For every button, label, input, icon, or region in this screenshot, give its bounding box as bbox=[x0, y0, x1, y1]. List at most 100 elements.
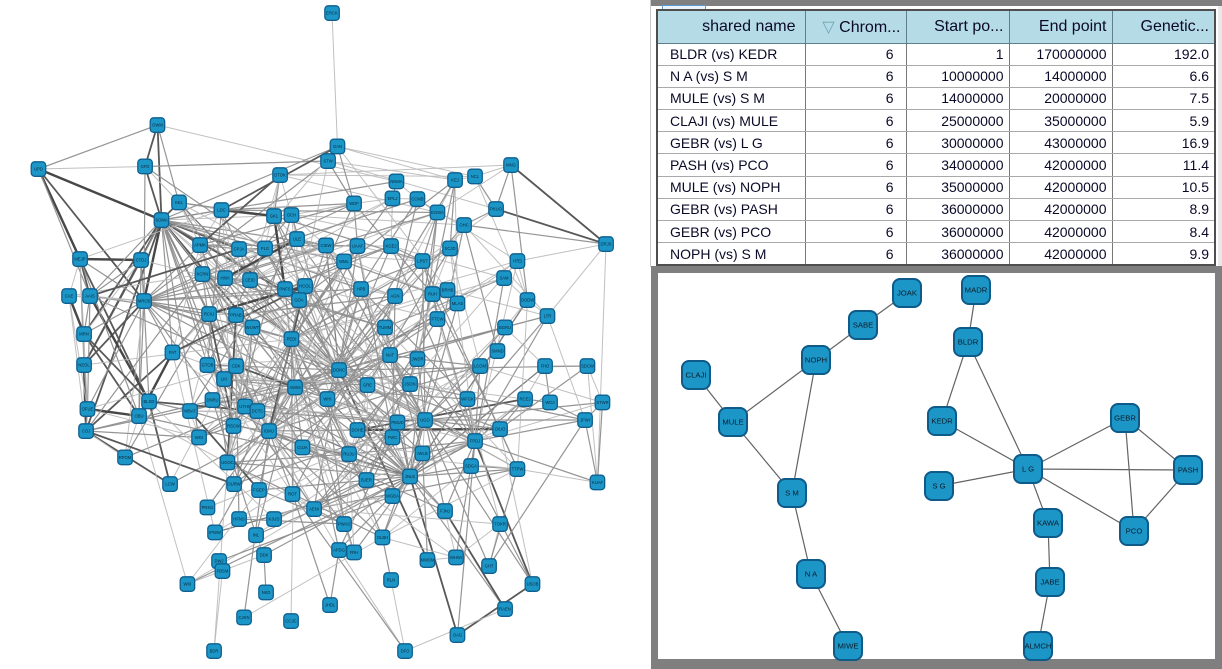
svg-text:APMK: APMK bbox=[194, 243, 206, 248]
svg-text:SCJD: SCJD bbox=[445, 246, 456, 251]
svg-text:JHDL: JHDL bbox=[325, 603, 336, 608]
svg-text:AGN: AGN bbox=[390, 294, 399, 299]
svg-text:WBAT: WBAT bbox=[184, 409, 196, 414]
svg-text:MRN: MRN bbox=[79, 332, 89, 337]
svg-text:SABE: SABE bbox=[853, 321, 874, 330]
svg-text:WUWT: WUWT bbox=[246, 325, 260, 330]
svg-text:FBSM: FBSM bbox=[217, 569, 229, 574]
svg-text:IPWW: IPWW bbox=[209, 530, 221, 535]
svg-text:FHD: FHD bbox=[541, 364, 550, 369]
svg-text:WGI: WGI bbox=[195, 435, 203, 440]
svg-text:GTOB: GTOB bbox=[202, 363, 214, 368]
svg-text:RPOM: RPOM bbox=[119, 455, 132, 460]
svg-text:ERCK: ERCK bbox=[326, 11, 338, 16]
svg-text:RUH: RUH bbox=[428, 292, 437, 297]
svg-text:WOJ: WOJ bbox=[545, 400, 554, 405]
svg-text:KGEJ: KGEJ bbox=[386, 244, 397, 249]
svg-text:OCH: OCH bbox=[287, 213, 296, 218]
svg-text:GEBR: GEBR bbox=[1114, 414, 1136, 423]
svg-text:KJUD: KJUD bbox=[269, 517, 280, 522]
svg-text:WDF: WDF bbox=[349, 201, 359, 206]
svg-text:UGOC: UGOC bbox=[221, 460, 234, 465]
svg-text:UTHS: UTHS bbox=[239, 404, 251, 409]
svg-text:FWC: FWC bbox=[388, 435, 398, 440]
svg-text:BLSD: BLSD bbox=[144, 399, 155, 404]
svg-text:EPLJ: EPLJ bbox=[387, 196, 397, 201]
svg-text:ALMCH: ALMCH bbox=[1025, 642, 1052, 651]
svg-text:GRE: GRE bbox=[363, 383, 372, 388]
svg-text:JOAK: JOAK bbox=[897, 289, 918, 298]
svg-text:RCIU: RCIU bbox=[204, 312, 214, 317]
svg-text:SDCW: SDCW bbox=[581, 364, 594, 369]
svg-text:BGRU: BGRU bbox=[499, 325, 511, 330]
svg-text:L G: L G bbox=[1022, 465, 1034, 474]
svg-text:KEDR: KEDR bbox=[931, 417, 953, 426]
svg-text:PEDI: PEDI bbox=[287, 337, 297, 342]
svg-text:OHC: OHC bbox=[459, 223, 468, 228]
svg-text:OODW: OODW bbox=[521, 298, 535, 303]
svg-text:MRCB: MRCB bbox=[138, 299, 151, 304]
svg-text:FPDJ: FPDJ bbox=[470, 439, 480, 444]
svg-text:MLAS: MLAS bbox=[452, 301, 464, 306]
svg-text:LCOM: LCOM bbox=[474, 364, 487, 369]
svg-text:LPST: LPST bbox=[417, 259, 428, 264]
svg-text:WML: WML bbox=[339, 259, 349, 264]
svg-text:WFGK: WFGK bbox=[461, 397, 474, 402]
svg-text:TOKR: TOKR bbox=[494, 522, 506, 527]
svg-text:HFNS: HFNS bbox=[233, 517, 245, 522]
svg-text:HTEI: HTEI bbox=[513, 259, 523, 264]
svg-text:OBU: OBU bbox=[134, 414, 143, 419]
svg-text:CJKN: CJKN bbox=[239, 615, 250, 620]
svg-text:NKD: NKD bbox=[262, 590, 271, 595]
svg-text:CIEW: CIEW bbox=[321, 243, 332, 248]
svg-text:NEOL: NEOL bbox=[78, 363, 90, 368]
svg-text:KAWA: KAWA bbox=[1037, 519, 1060, 528]
svg-text:MEJP: MEJP bbox=[74, 257, 85, 262]
svg-text:PNFS: PNFS bbox=[279, 287, 290, 292]
svg-text:SMND: SMND bbox=[491, 349, 503, 354]
svg-text:TTPW: TTPW bbox=[512, 467, 524, 472]
svg-text:N A: N A bbox=[805, 570, 818, 579]
svg-text:KUAF: KUAF bbox=[592, 480, 604, 485]
svg-text:AAIS: AAIS bbox=[85, 294, 95, 299]
svg-text:MULE: MULE bbox=[722, 418, 743, 427]
svg-text:FGEP: FGEP bbox=[253, 488, 265, 493]
svg-text:JNLE: JNLE bbox=[405, 474, 415, 479]
svg-text:BJER: BJER bbox=[361, 478, 372, 483]
svg-text:OFUE: OFUE bbox=[82, 407, 94, 412]
svg-text:RUJU: RUJU bbox=[343, 452, 354, 457]
svg-text:CLAJI: CLAJI bbox=[686, 371, 707, 380]
svg-text:JWDR: JWDR bbox=[411, 357, 423, 362]
svg-text:LTR: LTR bbox=[544, 314, 552, 319]
svg-text:GOA: GOA bbox=[294, 298, 304, 303]
svg-text:MADR: MADR bbox=[965, 286, 988, 295]
svg-text:OLBH: OLBH bbox=[377, 535, 388, 540]
svg-text:NAT: NAT bbox=[386, 353, 395, 358]
svg-text:LKI: LKI bbox=[221, 377, 227, 382]
svg-text:CTDJ: CTDJ bbox=[136, 258, 147, 263]
svg-text:USOB: USOB bbox=[527, 582, 539, 587]
svg-text:AWIM: AWIM bbox=[289, 385, 301, 390]
svg-text:PRSG: PRSG bbox=[202, 505, 214, 510]
svg-text:GAN: GAN bbox=[333, 144, 342, 149]
svg-text:BLDR: BLDR bbox=[958, 338, 979, 347]
svg-text:DOHE: DOHE bbox=[351, 428, 363, 433]
svg-text:RAEN: RAEN bbox=[499, 607, 511, 612]
svg-text:GHT: GHT bbox=[485, 564, 494, 569]
svg-text:PCO: PCO bbox=[1126, 527, 1143, 536]
svg-text:CCMB: CCMB bbox=[411, 197, 424, 202]
svg-text:PWAS: PWAS bbox=[338, 522, 350, 527]
svg-text:NNMA: NNMA bbox=[390, 179, 403, 184]
svg-text:OURW: OURW bbox=[227, 482, 240, 487]
svg-text:KCRN: KCRN bbox=[197, 272, 209, 277]
svg-text:OIUO: OIUO bbox=[495, 427, 506, 432]
svg-text:GFD: GFD bbox=[141, 164, 150, 169]
svg-text:PASH: PASH bbox=[1178, 466, 1198, 475]
svg-text:NOPH: NOPH bbox=[805, 356, 827, 365]
svg-text:DTOK: DTOK bbox=[274, 173, 286, 178]
svg-text:OAG: OAG bbox=[453, 633, 462, 638]
svg-text:BDR: BDR bbox=[210, 649, 219, 654]
svg-text:FJNJ: FJNJ bbox=[440, 509, 450, 514]
svg-text:UAAF: UAAF bbox=[352, 244, 364, 249]
svg-text:KEJ: KEJ bbox=[451, 178, 459, 183]
